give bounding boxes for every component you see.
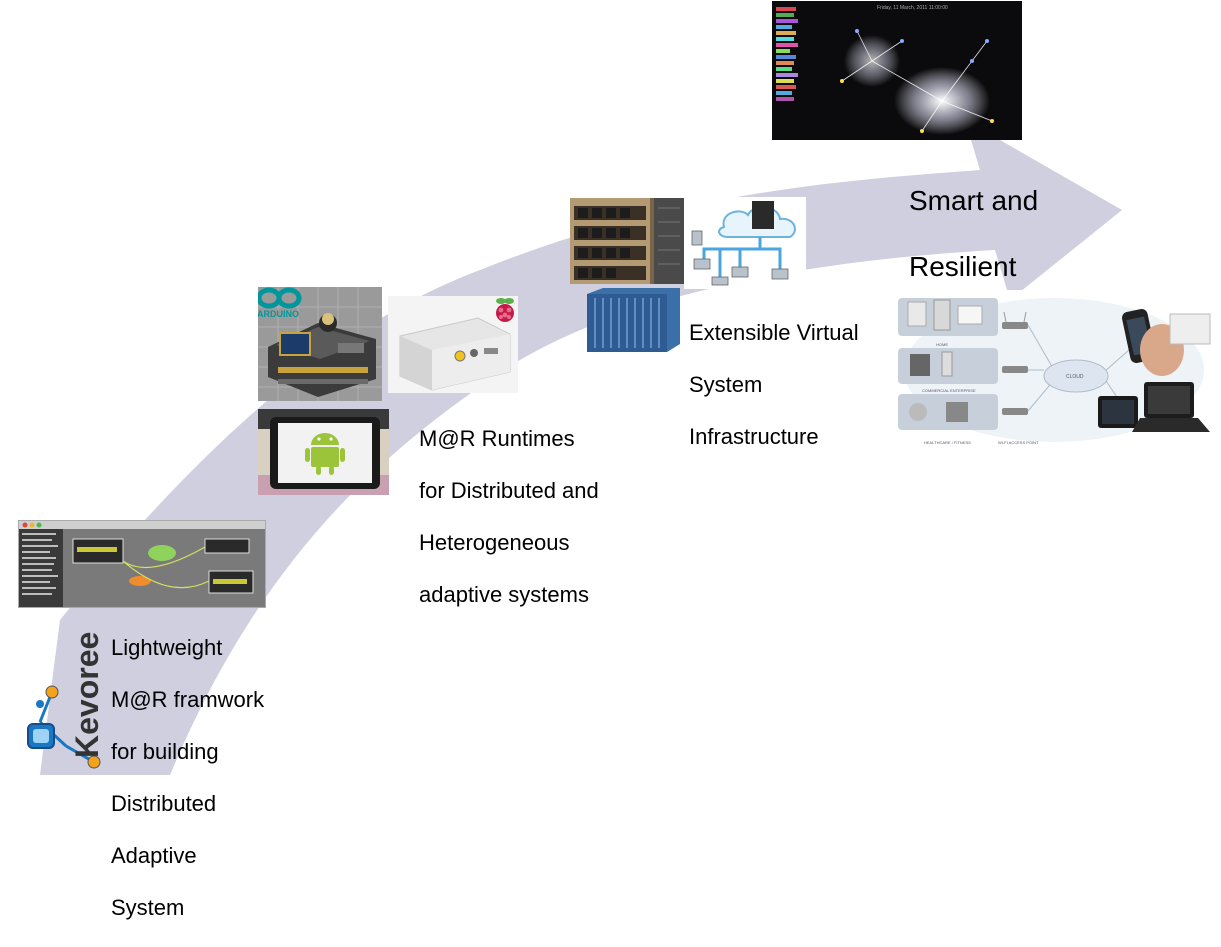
step-2-caption: M@R Runtimes for Distributed and Heterog… <box>419 400 599 634</box>
server-rack-graphic <box>587 288 680 352</box>
iot-label-commercial: COMMERCIAL ENTERPRISE <box>922 388 976 393</box>
caption-line: Adaptive <box>111 843 197 868</box>
caption-line: Infrastructure <box>689 424 819 449</box>
arduino-logo: ARDUINO <box>258 287 302 319</box>
caption-line: Heterogeneous <box>419 530 570 555</box>
arduino-board-photo: ARDUINO <box>258 287 382 401</box>
smartphone-hand <box>1121 308 1211 376</box>
caption-line: System <box>111 895 185 920</box>
caption-line: System <box>689 372 763 397</box>
caption-line: for Distributed and <box>419 478 599 503</box>
caption-line: adaptive systems <box>419 582 589 607</box>
arduino-logo-text: ARDUINO <box>258 309 299 319</box>
caption-line: M@R framwork <box>111 687 265 712</box>
caption-line: for building <box>111 739 219 764</box>
caption-line: Distributed <box>111 791 217 816</box>
step-3-caption: Extensible Virtual System Infrastructure <box>689 294 859 476</box>
caption-line: Smart and <box>909 185 1039 216</box>
iot-label-wifi: WI-FI ACCESS POINT <box>998 440 1039 445</box>
caption-line: Extensible Virtual <box>689 320 859 345</box>
iot-label-cloud: CLOUD <box>1066 374 1084 380</box>
caption-line: Lightweight <box>111 635 223 660</box>
android-icon <box>305 433 345 475</box>
step-1-caption: Lightweight M@R framwork for building Di… <box>111 609 264 947</box>
iot-label-healthcare: HEALTHCARE / FITNESS <box>924 440 971 445</box>
kevoree-logo: Kevoree <box>27 632 105 769</box>
raspberry-pi-box-photo <box>388 296 518 393</box>
iot-cloud-diagram: HOME COMMERCIAL ENTERPRISE HEALTHCARE / … <box>894 290 1214 448</box>
caption-line: M@R Runtimes <box>419 426 575 451</box>
iot-label-home: HOME <box>936 342 948 347</box>
visualization-header: Friday, 11 March, 2011 11:00:00 <box>877 5 948 11</box>
kevoree-editor-screenshot <box>18 520 266 608</box>
android-tablet-photo <box>258 409 389 495</box>
network-visualization-screenshot: Friday, 11 March, 2011 11:00:00 <box>772 1 1022 140</box>
caption-line: Resilient <box>909 251 1017 282</box>
raspberry-logo <box>496 298 514 322</box>
server-room-photo <box>570 198 684 284</box>
kevoree-logo-text: Kevoree <box>69 632 105 758</box>
editor-graphic <box>19 521 265 607</box>
visualization-legend <box>776 7 798 101</box>
kevoree-logo-graphic <box>27 685 101 769</box>
cloud-network-diagram <box>684 197 806 289</box>
